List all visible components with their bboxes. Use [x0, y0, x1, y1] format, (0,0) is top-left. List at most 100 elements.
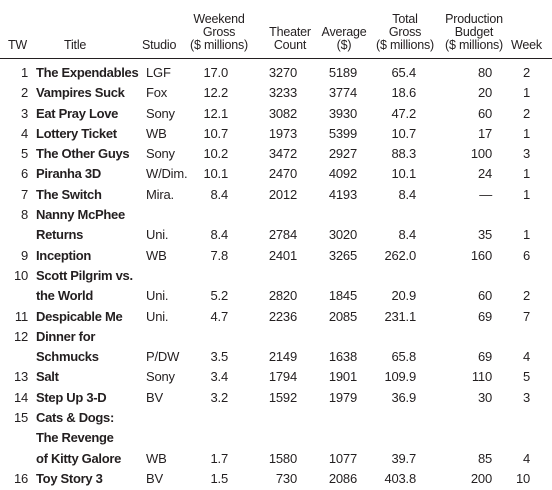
weekend-gross-cell: 10.2: [203, 146, 228, 162]
title-cell: Step Up 3-D: [36, 389, 107, 405]
rank-cell: 13: [13, 369, 28, 385]
theater-count-cell: 2149: [268, 349, 297, 365]
average-cell: 2927: [328, 146, 357, 162]
total-gross-cell: 36.9: [391, 389, 416, 405]
studio-cell: Uni.: [146, 308, 169, 324]
budget-cell: 160: [470, 247, 492, 263]
rank-cell: 2: [20, 85, 28, 101]
rank-cell: 10: [13, 267, 28, 283]
title-cell: the World: [36, 288, 93, 304]
theater-count-cell: 3270: [268, 65, 297, 80]
theater-count-cell: 1794: [268, 369, 297, 385]
total-gross-cell: 231.1: [384, 308, 416, 324]
budget-cell: 24: [477, 166, 492, 182]
total-gross-cell: 10.7: [391, 125, 416, 141]
title-cell: Dinner for: [36, 328, 96, 344]
studio-cell: W/Dim.: [146, 166, 188, 182]
theater-count-cell: 3233: [268, 85, 297, 101]
rank-cell: 4: [20, 125, 28, 141]
average-cell: 1638: [328, 349, 357, 365]
studio-cell: WB: [146, 125, 167, 141]
total-gross-cell: 10.1: [391, 166, 416, 182]
total-gross-cell: 403.8: [384, 470, 416, 486]
rank-cell: 7: [20, 186, 28, 202]
total-gross-cell: 8.4: [398, 186, 417, 202]
studio-cell: Uni.: [146, 227, 169, 243]
week-cell: 10: [515, 470, 530, 486]
title-cell: Nanny McPhee: [36, 207, 125, 223]
table-row: The Revenge: [0, 427, 552, 447]
theater-count-cell: 2401: [268, 247, 297, 263]
total-gross-cell: 65.4: [391, 65, 416, 80]
weekend-gross-cell: 12.2: [203, 85, 228, 101]
table-row: 3 Eat Pray Love Sony 12.1 3082 3930 47.2 60 2: [0, 103, 552, 123]
title-cell: Salt: [36, 369, 59, 385]
budget-cell: —: [479, 186, 492, 202]
theater-count-cell: 2820: [268, 288, 297, 304]
studio-cell: WB: [146, 450, 167, 466]
table-row: 9 Inception WB 7.8 2401 3265 262.0 160 6: [0, 245, 552, 265]
table-row: 4 Lottery Ticket WB 10.7 1973 5399 10.7 17 1: [0, 123, 552, 143]
budget-cell: 85: [477, 450, 492, 466]
studio-cell: Sony: [146, 146, 175, 162]
weekend-gross-cell: 10.1: [203, 166, 228, 182]
studio-cell: WB: [146, 247, 167, 263]
theater-count-cell: 2784: [268, 227, 297, 243]
table-row: 7 The Switch Mira. 8.4 2012 4193 8.4 — 1: [0, 184, 552, 204]
weekend-gross-cell: 3.4: [210, 369, 229, 385]
studio-cell: BV: [146, 389, 163, 405]
week-cell: 3: [522, 389, 530, 405]
theater-count-cell: 1592: [268, 389, 297, 405]
weekend-gross-cell: 1.7: [210, 450, 229, 466]
budget-cell: 35: [477, 227, 492, 243]
weekend-gross-cell: 5.2: [210, 288, 229, 304]
weekend-gross-cell: 7.8: [210, 247, 229, 263]
table-header: TW Title Studio Weekend Gross ($ million…: [0, 0, 552, 59]
budget-cell: 17: [477, 125, 492, 141]
budget-cell: 20: [477, 85, 492, 101]
total-gross-cell: 109.9: [384, 369, 416, 385]
week-cell: 4: [522, 450, 530, 466]
table-row: 5 The Other Guys Sony 10.2 3472 2927 88.3 100 3: [0, 143, 552, 163]
title-cell: Inception: [36, 247, 92, 263]
title-cell: of Kitty Galore: [36, 450, 122, 466]
budget-cell: 100: [470, 146, 492, 162]
studio-cell: Uni.: [146, 288, 169, 304]
week-cell: 2: [522, 105, 530, 121]
weekend-gross-cell: 1.5: [210, 470, 229, 486]
table-row: 2 Vampires Suck Fox 12.2 3233 3774 18.6 20 1: [0, 82, 552, 102]
theater-count-cell: 3472: [268, 146, 297, 162]
total-gross-cell: 88.3: [391, 146, 416, 162]
week-cell: 5: [522, 369, 530, 385]
header-total-gross: Total Gross ($ millions): [375, 12, 435, 52]
theater-count-cell: 1973: [268, 125, 297, 141]
header-average: Average ($): [321, 25, 367, 52]
average-cell: 3265: [328, 247, 357, 263]
week-cell: 1: [522, 186, 530, 202]
weekend-gross-cell: 17.0: [203, 65, 228, 80]
header-tw: TW: [8, 38, 28, 52]
rank-cell: 16: [13, 470, 28, 486]
week-cell: 1: [522, 125, 530, 141]
table-row: 12 Dinner for: [0, 326, 552, 346]
table-row: Returns Uni. 8.4 2784 3020 8.4 35 1: [0, 224, 552, 244]
week-cell: 1: [522, 85, 530, 101]
average-cell: 1979: [328, 389, 357, 405]
header-theater-count: Theater Count: [269, 25, 311, 52]
week-cell: 7: [522, 308, 530, 324]
rank-cell: 6: [20, 166, 28, 182]
rank-cell: 5: [20, 146, 28, 162]
table-row: 13 Salt Sony 3.4 1794 1901 109.9 110 5: [0, 366, 552, 386]
week-cell: 2: [522, 65, 530, 80]
rank-cell: 3: [20, 105, 28, 121]
weekend-gross-cell: 8.4: [210, 227, 229, 243]
total-gross-cell: 47.2: [391, 105, 416, 121]
average-cell: 4092: [328, 166, 357, 182]
average-cell: 2085: [328, 308, 357, 324]
theater-count-cell: 2470: [268, 166, 297, 182]
studio-cell: Mira.: [146, 186, 174, 202]
title-cell: Toy Story 3: [36, 470, 103, 486]
average-cell: 5189: [328, 65, 357, 80]
rank-cell: 1: [20, 65, 28, 80]
header-weekend-gross: Weekend Gross ($ millions): [189, 12, 249, 52]
